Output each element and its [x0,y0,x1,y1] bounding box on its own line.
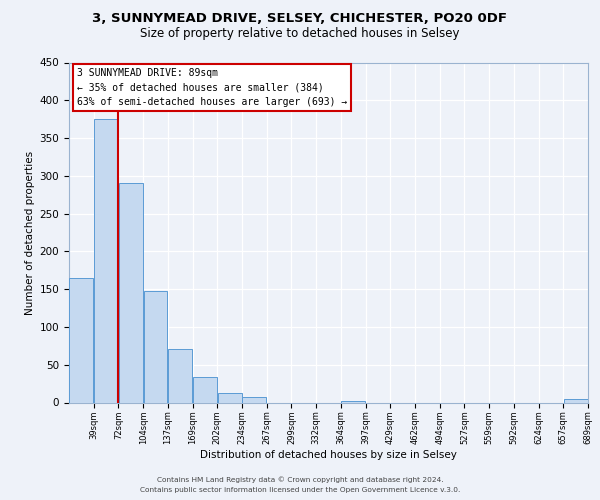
Bar [563,400,587,402]
Bar [119,184,143,402]
Bar [168,349,192,403]
Text: Contains public sector information licensed under the Open Government Licence v.: Contains public sector information licen… [140,487,460,493]
Bar [242,397,266,402]
Y-axis label: Number of detached properties: Number of detached properties [25,150,35,314]
Text: 3, SUNNYMEAD DRIVE, SELSEY, CHICHESTER, PO20 0DF: 3, SUNNYMEAD DRIVE, SELSEY, CHICHESTER, … [92,12,508,26]
Bar [70,278,94,402]
Bar [341,401,365,402]
X-axis label: Distribution of detached houses by size in Selsey: Distribution of detached houses by size … [200,450,457,460]
Bar [193,377,217,402]
Text: 3 SUNNYMEAD DRIVE: 89sqm
← 35% of detached houses are smaller (384)
63% of semi-: 3 SUNNYMEAD DRIVE: 89sqm ← 35% of detach… [77,68,347,107]
Text: Size of property relative to detached houses in Selsey: Size of property relative to detached ho… [140,28,460,40]
Bar [94,119,118,403]
Text: Contains HM Land Registry data © Crown copyright and database right 2024.: Contains HM Land Registry data © Crown c… [157,476,443,482]
Bar [143,290,167,403]
Bar [218,392,242,402]
